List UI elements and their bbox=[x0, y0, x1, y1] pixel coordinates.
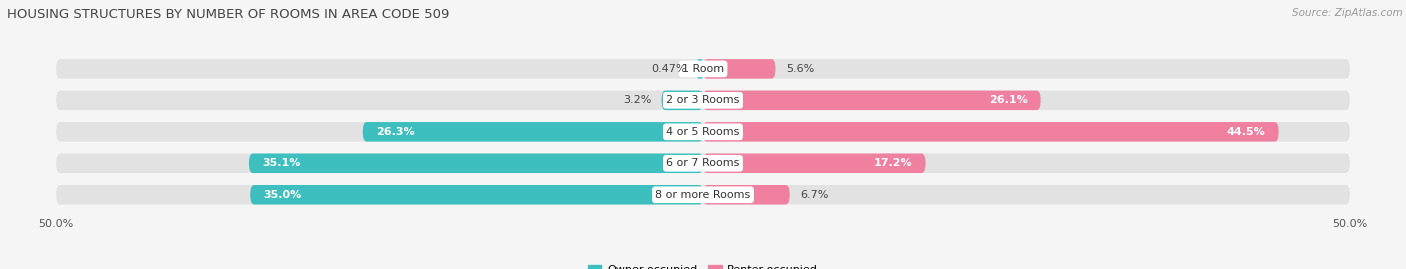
FancyBboxPatch shape bbox=[249, 154, 703, 173]
FancyBboxPatch shape bbox=[56, 185, 1350, 204]
FancyBboxPatch shape bbox=[703, 185, 790, 204]
Text: Source: ZipAtlas.com: Source: ZipAtlas.com bbox=[1292, 8, 1403, 18]
Text: 3.2%: 3.2% bbox=[623, 95, 651, 105]
FancyBboxPatch shape bbox=[703, 91, 1040, 110]
FancyBboxPatch shape bbox=[363, 122, 703, 141]
Text: 17.2%: 17.2% bbox=[875, 158, 912, 168]
Text: 4 or 5 Rooms: 4 or 5 Rooms bbox=[666, 127, 740, 137]
FancyBboxPatch shape bbox=[56, 59, 1350, 79]
Text: 0.47%: 0.47% bbox=[651, 64, 686, 74]
FancyBboxPatch shape bbox=[56, 154, 1350, 173]
Text: HOUSING STRUCTURES BY NUMBER OF ROOMS IN AREA CODE 509: HOUSING STRUCTURES BY NUMBER OF ROOMS IN… bbox=[7, 8, 450, 21]
FancyBboxPatch shape bbox=[703, 122, 1278, 141]
Text: 1 Room: 1 Room bbox=[682, 64, 724, 74]
Text: 26.1%: 26.1% bbox=[988, 95, 1028, 105]
FancyBboxPatch shape bbox=[56, 91, 1350, 110]
Text: 35.0%: 35.0% bbox=[263, 190, 301, 200]
FancyBboxPatch shape bbox=[697, 59, 703, 79]
FancyBboxPatch shape bbox=[56, 122, 1350, 141]
Text: 44.5%: 44.5% bbox=[1227, 127, 1265, 137]
Legend: Owner-occupied, Renter-occupied: Owner-occupied, Renter-occupied bbox=[583, 260, 823, 269]
Text: 8 or more Rooms: 8 or more Rooms bbox=[655, 190, 751, 200]
Text: 5.6%: 5.6% bbox=[786, 64, 814, 74]
Text: 35.1%: 35.1% bbox=[262, 158, 301, 168]
FancyBboxPatch shape bbox=[703, 59, 776, 79]
FancyBboxPatch shape bbox=[662, 91, 703, 110]
Text: 2 or 3 Rooms: 2 or 3 Rooms bbox=[666, 95, 740, 105]
FancyBboxPatch shape bbox=[250, 185, 703, 204]
Text: 6.7%: 6.7% bbox=[800, 190, 828, 200]
FancyBboxPatch shape bbox=[703, 154, 925, 173]
Text: 26.3%: 26.3% bbox=[375, 127, 415, 137]
Text: 6 or 7 Rooms: 6 or 7 Rooms bbox=[666, 158, 740, 168]
